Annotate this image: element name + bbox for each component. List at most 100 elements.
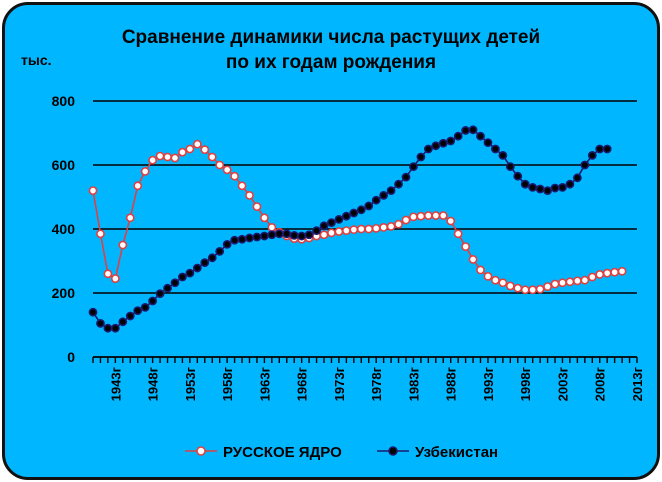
legend-marker-uzbekistan — [388, 446, 398, 456]
x-tick-label: 1993г — [481, 366, 496, 401]
x-tick-label: 1998г — [518, 366, 533, 401]
series-0-point — [334, 227, 344, 236]
series-0-point — [222, 165, 232, 175]
plot-area — [88, 125, 627, 333]
series-1-point — [148, 296, 158, 306]
x-tick-label: 1948г — [146, 366, 161, 401]
series-0-point — [237, 181, 247, 191]
series-0-point — [356, 224, 366, 234]
series-1-point — [483, 138, 493, 147]
gridlines — [93, 100, 637, 294]
series-0-point — [118, 240, 128, 250]
series-0-point — [453, 229, 463, 239]
series-1-point — [192, 263, 202, 273]
series-1-point — [446, 136, 456, 146]
series-0-point — [267, 222, 277, 232]
series-1-point — [155, 289, 165, 299]
series-1-point — [274, 229, 284, 239]
series-1-point — [386, 186, 396, 195]
series-1-point — [558, 182, 567, 192]
x-tick-label: 1983г — [406, 366, 421, 401]
y-axis-unit-label: тыс. — [21, 52, 52, 68]
series-1-point — [140, 302, 150, 312]
series-1-point — [178, 272, 187, 282]
series-1-point — [118, 317, 128, 327]
x-tick-label: 2013г — [630, 366, 645, 401]
x-tick-label: 2003г — [555, 366, 570, 401]
series-0-point — [200, 145, 210, 155]
series-1-point — [423, 144, 433, 154]
series-0-point — [498, 278, 508, 288]
series-0-point — [476, 265, 485, 275]
series-0-point — [110, 274, 120, 283]
series-1-point — [125, 311, 135, 321]
series-1-point — [550, 183, 560, 193]
series-1-point — [356, 205, 366, 215]
series-0-point — [617, 266, 627, 276]
series-0-point — [379, 222, 389, 232]
series-1-point — [259, 231, 269, 241]
series-1-point — [520, 179, 530, 189]
series-1-point — [200, 258, 210, 267]
series-0-point — [483, 271, 493, 281]
series-1-point — [602, 144, 612, 154]
series-0-point — [558, 278, 567, 288]
chart-title-line-1: Сравнение динамики числа растущих детей — [122, 27, 540, 48]
series-0-point — [341, 226, 351, 235]
series-0-point — [259, 213, 269, 223]
series-0-point — [371, 223, 381, 233]
series-1-point — [572, 173, 582, 183]
series-1-point — [543, 186, 552, 195]
series-1-point — [319, 221, 329, 231]
chart-title-line-2: по их годам рождения — [226, 52, 436, 73]
legend-label-russian-core: РУССКОЕ ЯДРО — [223, 444, 342, 461]
legend-label-uzbekistan: Узбекистан — [415, 444, 498, 461]
series-0-point — [125, 213, 135, 223]
x-tick-label: 1963г — [257, 366, 272, 401]
series-1-point — [110, 323, 120, 333]
series-0-point — [565, 277, 575, 287]
series-1-point — [535, 184, 545, 194]
series-1-point — [409, 162, 418, 171]
series-1-point — [222, 239, 232, 249]
series-0-point — [192, 139, 202, 149]
series-0-point — [446, 216, 456, 226]
series-1-point — [401, 172, 411, 182]
series-1-point — [505, 162, 515, 171]
series-0-point — [572, 276, 582, 286]
y-tick-label: 600 — [52, 157, 76, 173]
series-1-point — [364, 201, 374, 211]
series-1-point — [595, 144, 605, 154]
series-1-point — [327, 218, 336, 227]
series-0-point — [319, 230, 329, 240]
series-1-point — [96, 318, 105, 328]
x-tick-label: 2008г — [593, 366, 608, 401]
series-0-point — [140, 166, 150, 176]
y-tick-label: 0 — [67, 349, 75, 365]
series-1-point — [491, 144, 500, 154]
series-0-point — [207, 152, 217, 162]
series-1-point — [133, 306, 143, 315]
series-0-point — [148, 155, 158, 165]
series-1-point — [207, 253, 217, 263]
x-tick-label: 1988г — [444, 366, 459, 401]
series-0-point — [461, 242, 471, 251]
series-1-point — [289, 230, 299, 240]
series-1-point — [461, 126, 471, 135]
series-1-point — [334, 214, 344, 224]
series-1-point — [312, 226, 321, 235]
series-0-point — [394, 219, 403, 229]
series-1-point — [416, 152, 426, 162]
series-0-point — [327, 228, 336, 238]
y-axis-ticks: 0 200 400 600 800 — [52, 93, 76, 365]
series-1-point — [498, 150, 508, 160]
series-1-point — [185, 268, 195, 278]
series-1-point — [88, 307, 98, 317]
series-1-point — [468, 125, 478, 135]
series-1-point — [587, 150, 597, 160]
series-1-point — [215, 246, 225, 256]
series-1-point — [349, 208, 359, 218]
series-0-point — [587, 272, 597, 282]
series-0-point — [230, 171, 239, 181]
series-0-point — [163, 152, 172, 162]
